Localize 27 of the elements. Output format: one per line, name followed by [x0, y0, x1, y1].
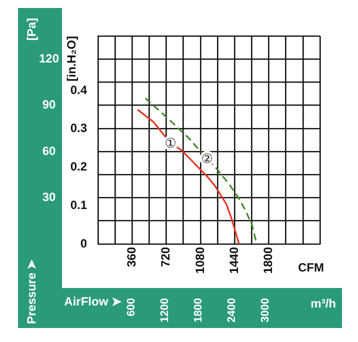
- annotation: ②: [201, 152, 213, 167]
- y-axis-title: [in.H₂O]: [64, 36, 78, 82]
- x2-tick-label: 1200: [159, 298, 172, 322]
- y2-axis-title: Pressure ➤: [24, 258, 38, 324]
- x2-tick-label: 600: [126, 298, 138, 316]
- annotation: ①: [164, 136, 176, 152]
- x-tick-label: 1080: [192, 246, 207, 274]
- y2-tick-label: 30: [42, 190, 56, 204]
- text: m³/h: [310, 296, 336, 310]
- y2-tick-label: 120: [38, 51, 60, 66]
- x2-tick-label: 3000: [260, 298, 272, 322]
- x-tick-label: 360: [124, 246, 138, 268]
- x-tick-label: 1440: [226, 246, 241, 274]
- x2-tick-label: 2400: [226, 298, 238, 322]
- x-tick-label: 720: [158, 246, 173, 268]
- y-tick-label: 0.3: [70, 121, 88, 136]
- x2-tick-label: 1800: [192, 298, 205, 322]
- y-tick-label: 0.1: [70, 198, 88, 212]
- x2-axis-title: AirFlow ➤: [64, 294, 122, 308]
- y-tick-label: 0.2: [70, 160, 88, 174]
- y2-tick-label: 60: [42, 144, 56, 158]
- x-tick-label: 1800: [261, 246, 276, 274]
- y-tick-label: 0: [80, 236, 88, 250]
- text: [Pa]: [24, 18, 38, 41]
- x-axis-title: CFM: [298, 260, 324, 274]
- y-tick-label: 0.4: [70, 82, 88, 97]
- y2-tick-label: 90: [42, 98, 56, 112]
